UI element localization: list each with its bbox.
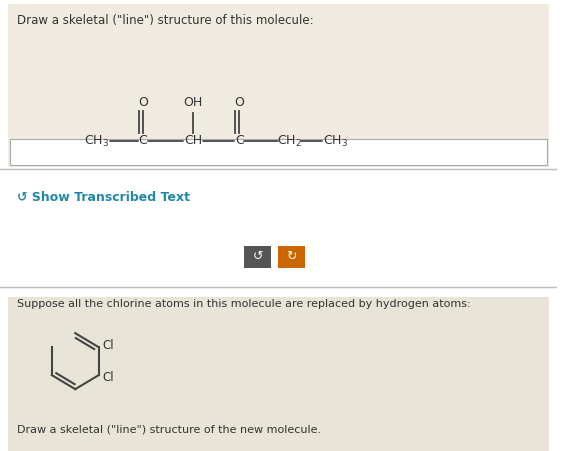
Bar (10, 139, 547, 165)
Text: ↺ Show Transcribed Text: ↺ Show Transcribed Text (17, 191, 190, 204)
Text: CH$_3$: CH$_3$ (84, 133, 109, 148)
Bar (8, 297, 549, 451)
Text: C: C (235, 134, 243, 147)
Bar (244, 246, 271, 268)
Text: CH$_2$: CH$_2$ (277, 133, 302, 148)
Text: Suppose all the chlorine atoms in this molecule are replaced by hydrogen atoms:: Suppose all the chlorine atoms in this m… (17, 299, 471, 309)
Text: C: C (138, 134, 147, 147)
Text: Draw a skeletal ("line") structure of the new molecule.: Draw a skeletal ("line") structure of th… (17, 425, 321, 435)
Text: CH$_3$: CH$_3$ (323, 133, 349, 148)
Text: Draw a skeletal ("line") structure of this molecule:: Draw a skeletal ("line") structure of th… (17, 14, 314, 27)
Text: ↻: ↻ (286, 250, 297, 263)
Bar (278, 246, 305, 268)
Text: O: O (234, 97, 244, 110)
Text: Cl: Cl (103, 339, 114, 352)
Bar (8, 4, 549, 167)
Text: ↺: ↺ (252, 250, 263, 263)
Text: CH: CH (184, 134, 202, 147)
Text: OH: OH (183, 97, 203, 110)
Text: O: O (138, 97, 148, 110)
Text: Cl: Cl (103, 371, 114, 384)
